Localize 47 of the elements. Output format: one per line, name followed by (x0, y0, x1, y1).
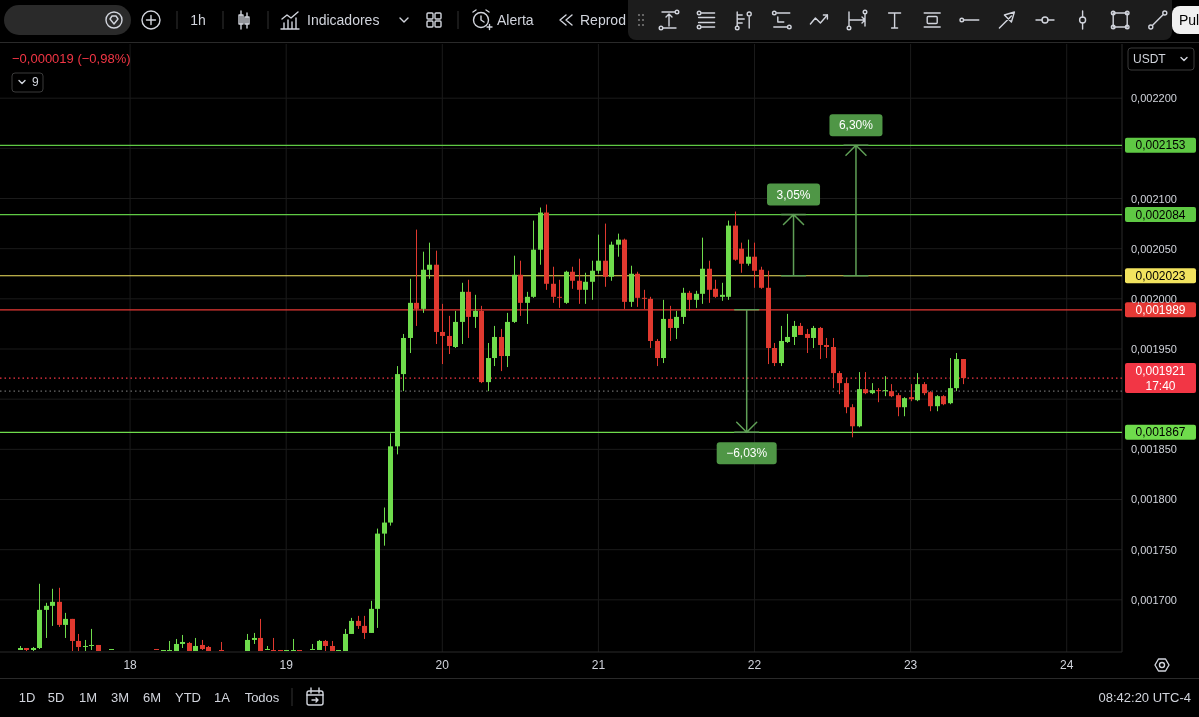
annotation: 3,05% (776, 187, 811, 202)
ref-line-label: 0,002153 (1135, 138, 1186, 153)
ref-line-label: 0,001921 17:40 (1135, 363, 1186, 393)
x-tick-label: 22 (747, 658, 762, 672)
candlestick (83, 639, 88, 651)
y-tick-label: 0,002200 (1131, 92, 1177, 105)
candlestick (271, 637, 276, 651)
x-tick-label: 23 (903, 658, 918, 672)
x-tick-label: 20 (435, 658, 450, 672)
text: 1M (78, 689, 98, 705)
text: 5D (47, 689, 65, 705)
y-tick-label: 0,001750 (1131, 543, 1177, 556)
text: 3M (110, 689, 130, 705)
y-tick-label: 0,001950 (1131, 343, 1177, 355)
candlestick (291, 638, 296, 651)
ref-line-label: 0,002023 (1135, 268, 1186, 283)
x-tick-label: 24 (1060, 658, 1074, 672)
y-tick-label: 0,002000 (1131, 292, 1177, 305)
y-tick-label: 0,001800 (1131, 493, 1177, 506)
y-tick-label: 0,001850 (1131, 443, 1177, 456)
text: Todos (244, 689, 280, 705)
annotation: −0,000019 (−0,98%) (12, 50, 131, 66)
x-tick-label: 19 (279, 658, 294, 672)
text: YTD (175, 689, 201, 705)
candlestick (89, 628, 94, 650)
annotation: 9 (32, 75, 39, 89)
text: 6M (142, 689, 162, 705)
ref-line-label: 0,001867 (1135, 425, 1186, 440)
text: 08:42:20 UTC-4 (1098, 689, 1191, 705)
annotation: 6,30% (838, 118, 874, 133)
y-tick-label: 0,002100 (1131, 192, 1177, 205)
candlestick (876, 388, 881, 403)
x-tick-label: 21 (591, 658, 606, 672)
y-tick-label: 0,001700 (1131, 593, 1177, 606)
text: 1h (190, 12, 206, 28)
ref-line-label: 0,002084 (1135, 207, 1186, 222)
y-tick-label: 0,002050 (1131, 242, 1177, 255)
text: USDT (1133, 52, 1167, 66)
text: Alerta (497, 12, 534, 28)
annotation: −6,03% (726, 446, 768, 461)
candlestick (883, 376, 888, 397)
x-tick-label: 18 (123, 658, 138, 672)
text: 1A (214, 689, 231, 705)
text: 1D (18, 689, 36, 705)
text: Indicadores (307, 12, 380, 28)
text: Reprod (580, 12, 626, 28)
text: Pul (1179, 12, 1199, 28)
